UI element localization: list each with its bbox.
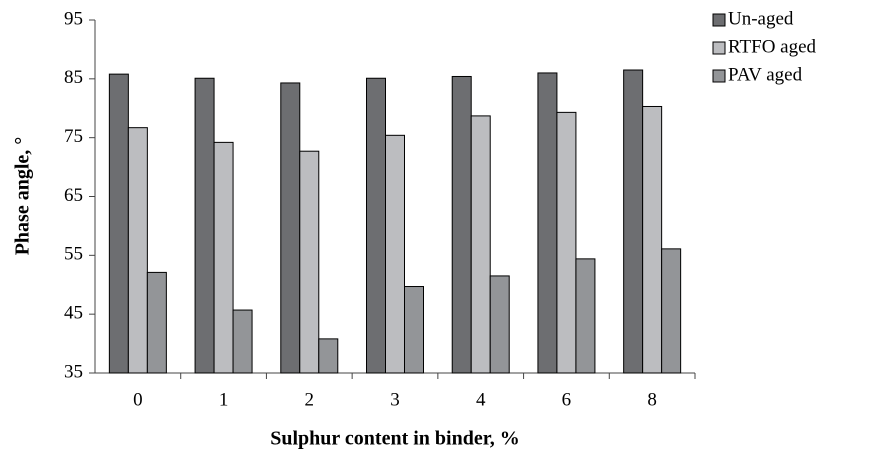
y-tick-label: 35 xyxy=(64,361,83,382)
bar xyxy=(366,77,386,374)
legend-label: RTFO aged xyxy=(728,36,817,57)
bar xyxy=(194,77,215,374)
bar xyxy=(146,271,167,374)
legend-swatch xyxy=(712,13,726,27)
bar xyxy=(642,105,663,374)
bar xyxy=(451,75,472,374)
legend-swatch xyxy=(712,41,726,55)
bar xyxy=(537,72,558,374)
y-tick-label: 65 xyxy=(64,185,83,206)
bar xyxy=(318,338,339,374)
x-tick-label: 8 xyxy=(647,389,657,410)
x-tick-label: 4 xyxy=(476,389,486,410)
bar xyxy=(623,69,644,374)
y-tick-label: 55 xyxy=(64,244,83,265)
bar xyxy=(232,309,253,374)
bar xyxy=(108,73,129,374)
y-tick-label: 85 xyxy=(64,67,83,88)
x-tick-label: 2 xyxy=(305,389,315,410)
y-tick-label: 75 xyxy=(64,126,83,147)
x-tick-label: 6 xyxy=(562,389,572,410)
x-tick-label: 3 xyxy=(390,389,400,410)
bar xyxy=(575,258,596,374)
x-tick-label: 1 xyxy=(219,389,229,410)
legend-label: PAV aged xyxy=(728,64,803,85)
bar xyxy=(556,111,577,374)
x-axis-title: Sulphur content in binder, % xyxy=(270,428,520,450)
legend-swatch xyxy=(712,69,726,83)
bar xyxy=(470,115,491,374)
bar xyxy=(280,82,301,374)
bar xyxy=(661,248,682,374)
y-tick-label: 95 xyxy=(64,8,83,29)
y-axis-title: Phase angle, ° xyxy=(12,137,34,256)
y-tick-label: 45 xyxy=(64,303,83,324)
bar xyxy=(299,150,320,374)
bar xyxy=(404,286,424,374)
bar xyxy=(489,275,510,374)
legend-label: Un-aged xyxy=(728,8,794,29)
bar xyxy=(385,134,405,374)
bar xyxy=(127,127,148,374)
bar xyxy=(213,141,234,374)
x-tick-label: 0 xyxy=(133,389,143,410)
